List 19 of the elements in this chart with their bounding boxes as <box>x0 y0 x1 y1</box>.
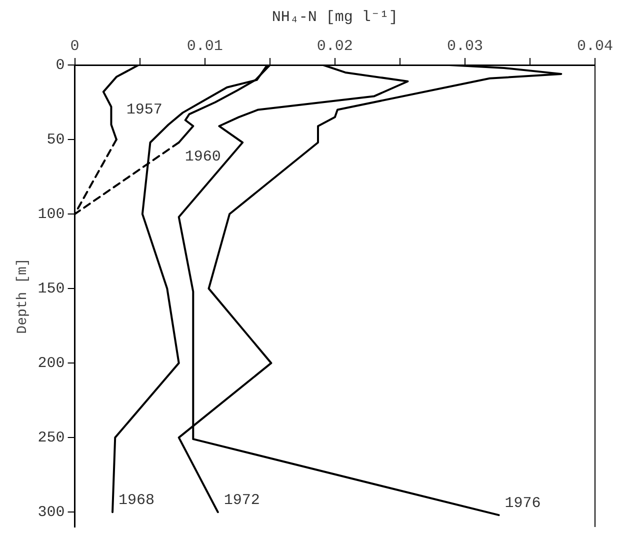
x-tick-label: 0.02 <box>316 38 353 55</box>
series-label: 1960 <box>184 148 221 166</box>
y-tick-label: 200 <box>38 355 65 372</box>
x-tick-label: 0 <box>70 38 80 55</box>
series-label: 1976 <box>504 495 541 512</box>
y-tick-label: 50 <box>46 131 65 148</box>
y-tick-label: 100 <box>38 206 65 223</box>
series-label: 1957 <box>126 101 162 118</box>
x-tick-label: 0.04 <box>576 38 614 55</box>
series-label: 1968 <box>118 492 155 510</box>
y-tick-label: 300 <box>38 504 65 522</box>
y-axis-title: Depth [m] <box>15 258 32 334</box>
y-tick-label: 150 <box>38 280 65 298</box>
x-tick-label: 0.03 <box>446 38 483 55</box>
y-tick-label: 0 <box>56 56 65 74</box>
x-tick-label: 0.01 <box>186 38 223 55</box>
x-axis-title: NH₄-N [mg l⁻¹] <box>272 8 398 26</box>
y-tick-label: 250 <box>38 430 65 447</box>
series-label: 1972 <box>224 492 260 510</box>
